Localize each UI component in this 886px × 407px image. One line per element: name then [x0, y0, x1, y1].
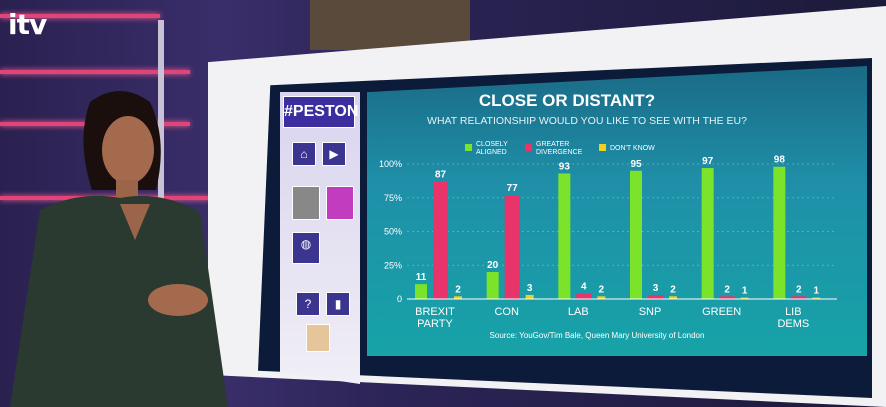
bar	[597, 296, 606, 299]
portrait-thumbnail[interactable]	[292, 186, 320, 220]
legend-label: DON'T KNOW	[610, 145, 655, 152]
peston-logo: #PESTON	[283, 96, 358, 128]
bar	[648, 294, 663, 299]
chart-panel: CLOSE OR DISTANT? WHAT RELATIONSHIP WOULD…	[367, 66, 867, 356]
x-tick-label: GREEN	[702, 306, 741, 318]
chart-source: Source: YouGov/Tim Bale, Queen Mary Univ…	[490, 331, 705, 340]
presenter-figure	[10, 91, 228, 407]
bar	[576, 293, 592, 299]
globe-icon[interactable]: ◍	[292, 232, 320, 264]
data-label: 93	[559, 161, 571, 172]
data-label: 11	[416, 272, 427, 283]
data-label: 98	[774, 155, 786, 166]
bar	[454, 296, 462, 299]
data-label: 87	[435, 170, 447, 181]
data-label: 97	[702, 156, 714, 167]
x-tick-label: BREXIT	[415, 306, 455, 318]
legend-label: CLOSELY	[476, 141, 508, 148]
bar	[525, 294, 534, 299]
x-tick-label: CON	[494, 306, 519, 318]
bar	[719, 296, 735, 299]
y-tick-label: 25%	[384, 260, 402, 270]
y-tick-label: 75%	[384, 193, 402, 203]
home-icon[interactable]: ⌂	[292, 142, 316, 166]
y-tick-label: 50%	[384, 227, 402, 237]
data-label: 2	[455, 284, 461, 295]
bar	[669, 296, 677, 299]
bar	[812, 297, 821, 299]
legend-swatch	[599, 144, 606, 151]
chart-subtitle: WHAT RELATIONSHIP WOULD YOU LIKE TO SEE …	[427, 115, 747, 127]
data-label: 3	[527, 283, 533, 294]
data-label: 77	[507, 183, 519, 194]
x-tick-label: LAB	[568, 306, 589, 318]
neon-strip	[0, 70, 190, 74]
bar-chart-icon[interactable]: ▮	[326, 292, 350, 316]
data-label: 95	[630, 159, 642, 170]
legend-swatch	[525, 144, 532, 151]
bar	[486, 272, 499, 299]
bar	[415, 284, 427, 299]
itv-logo: itv	[8, 8, 47, 41]
data-label: 2	[599, 284, 605, 295]
data-label: 2	[796, 284, 802, 295]
data-label: 2	[724, 284, 730, 295]
bar	[558, 173, 571, 299]
legend-label: ALIGNED	[476, 149, 507, 156]
y-tick-label: 100%	[379, 159, 402, 169]
avatar-icon[interactable]	[306, 324, 330, 352]
bar	[791, 296, 807, 299]
data-label: 2	[670, 284, 676, 295]
newspaper-thumbnail[interactable]	[326, 186, 354, 220]
bar	[740, 297, 749, 299]
bar	[630, 170, 642, 299]
bar	[773, 166, 786, 299]
y-tick-label: 0	[397, 294, 402, 304]
data-label: 20	[487, 260, 499, 271]
data-label: 1	[814, 286, 820, 297]
x-tick-label: DEMS	[777, 318, 809, 330]
bar	[701, 168, 714, 299]
bar-chart: CLOSE OR DISTANT? WHAT RELATIONSHIP WOULD…	[379, 91, 837, 340]
neon-strip	[0, 14, 160, 18]
data-label: 4	[581, 282, 587, 293]
legend-label: GREATER	[536, 141, 569, 148]
play-icon[interactable]: ▶	[322, 142, 346, 166]
studio-pillar	[158, 20, 164, 320]
chart-title: CLOSE OR DISTANT?	[479, 91, 655, 110]
x-tick-label: LIB	[785, 306, 802, 318]
data-label: 3	[653, 283, 659, 294]
x-tick-label: PARTY	[417, 318, 453, 330]
question-icon[interactable]: ?	[296, 292, 320, 316]
bar	[433, 181, 448, 299]
bar	[504, 195, 520, 299]
data-label: 1	[742, 286, 748, 297]
x-tick-label: SNP	[639, 306, 662, 318]
legend-label: DIVERGENCE	[536, 149, 583, 156]
legend-swatch	[465, 144, 472, 151]
studio-window	[310, 0, 470, 50]
